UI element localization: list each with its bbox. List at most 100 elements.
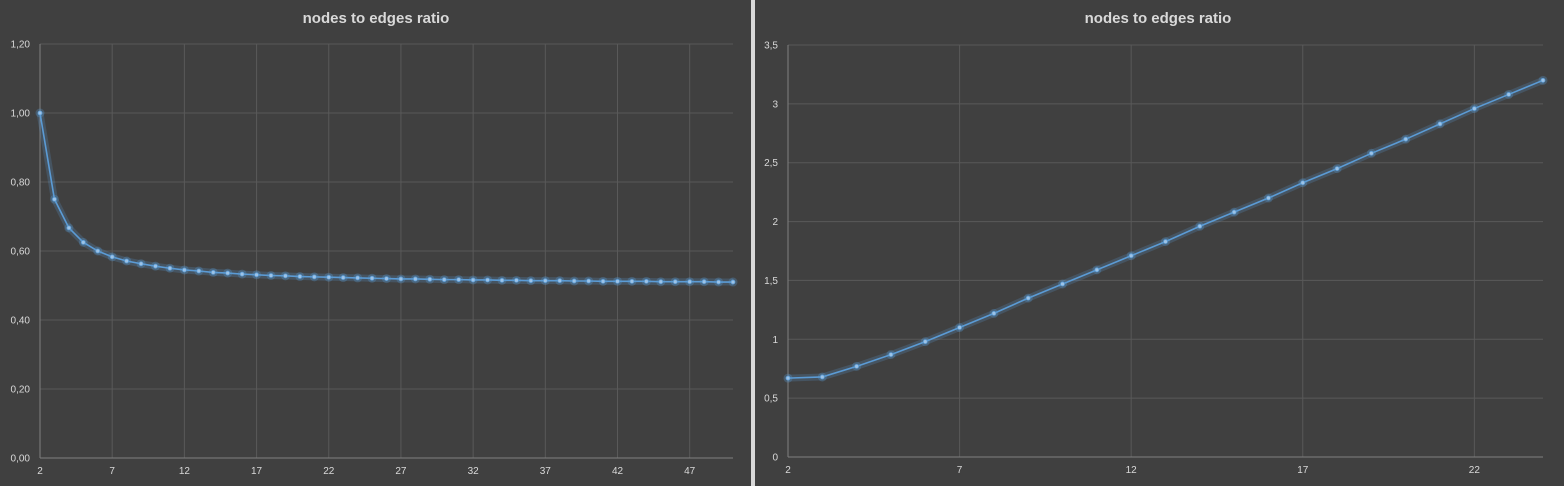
data-point xyxy=(485,277,490,283)
data-point xyxy=(600,278,606,284)
data-point xyxy=(109,254,115,260)
chart-title: nodes to edges ratio xyxy=(1085,10,1232,27)
y-tick-label: 0,5 xyxy=(764,394,778,405)
data-point xyxy=(629,278,635,284)
data-point xyxy=(398,276,404,282)
data-point xyxy=(427,276,433,282)
data-point xyxy=(499,277,505,283)
x-tick-label: 2 xyxy=(785,465,791,476)
data-point xyxy=(456,277,462,283)
x-tick-label: 22 xyxy=(323,466,335,477)
x-tick-label: 42 xyxy=(612,466,624,477)
data-point xyxy=(730,279,736,285)
data-point xyxy=(1437,121,1443,127)
data-point xyxy=(254,272,259,278)
y-tick-label: 1,00 xyxy=(11,109,31,120)
x-tick-label: 32 xyxy=(468,466,480,477)
x-tick-label: 22 xyxy=(1469,465,1481,476)
data-point xyxy=(283,273,288,279)
x-tick-label: 27 xyxy=(395,466,407,477)
data-point xyxy=(311,274,317,280)
data-point xyxy=(470,277,476,283)
y-tick-label: 1 xyxy=(772,335,778,346)
data-point xyxy=(66,225,72,231)
data-point xyxy=(672,279,678,285)
data-point xyxy=(1506,92,1512,97)
data-point xyxy=(1060,281,1065,287)
series-line xyxy=(39,112,733,283)
data-point xyxy=(1369,150,1374,156)
data-point xyxy=(181,267,187,273)
data-point xyxy=(138,261,144,267)
x-tick-label: 47 xyxy=(684,466,696,477)
y-tick-label: 1,20 xyxy=(11,40,31,51)
y-tick-label: 3,5 xyxy=(764,41,778,52)
data-point xyxy=(52,196,57,202)
y-tick-label: 0 xyxy=(772,453,778,464)
data-point xyxy=(1540,77,1546,83)
data-point xyxy=(1197,223,1203,229)
x-tick-label: 37 xyxy=(540,466,552,477)
data-point xyxy=(37,110,43,116)
data-point xyxy=(643,278,649,284)
data-point xyxy=(441,277,447,283)
data-point xyxy=(1266,195,1271,201)
data-point xyxy=(1128,253,1134,259)
y-tick-label: 1,5 xyxy=(764,276,778,287)
y-tick-label: 3 xyxy=(772,99,778,110)
data-point xyxy=(571,278,577,284)
data-point xyxy=(1231,209,1237,215)
x-tick-label: 17 xyxy=(251,466,263,477)
data-point xyxy=(369,275,375,281)
y-tick-label: 0,40 xyxy=(11,316,31,327)
y-tick-label: 0,80 xyxy=(11,178,31,189)
data-point xyxy=(854,363,860,369)
data-point xyxy=(1471,106,1477,111)
data-point xyxy=(1025,295,1031,301)
data-point xyxy=(355,275,361,281)
data-point xyxy=(991,310,997,316)
data-point xyxy=(412,276,418,282)
data-point xyxy=(957,325,962,330)
x-tick-label: 17 xyxy=(1297,465,1309,476)
data-point xyxy=(225,270,231,276)
y-tick-label: 2,5 xyxy=(764,158,778,169)
x-tick-label: 12 xyxy=(1126,465,1138,476)
data-point xyxy=(196,268,202,274)
data-point xyxy=(340,275,346,280)
data-point xyxy=(124,258,130,264)
data-point xyxy=(586,278,592,284)
data-point xyxy=(658,279,664,285)
data-point xyxy=(1094,267,1100,273)
data-point xyxy=(785,375,791,381)
y-tick-label: 2 xyxy=(772,217,778,228)
data-point xyxy=(922,339,928,345)
data-point xyxy=(542,278,548,284)
data-point xyxy=(326,274,332,280)
chart-title: nodes to edges ratio xyxy=(303,10,450,27)
data-point xyxy=(1300,180,1306,186)
data-point xyxy=(528,278,534,284)
x-tick-label: 2 xyxy=(37,466,43,477)
y-tick-label: 0,00 xyxy=(11,454,31,465)
data-point xyxy=(888,352,894,357)
data-point xyxy=(615,278,620,284)
data-point xyxy=(239,271,245,277)
x-tick-label: 7 xyxy=(109,466,115,477)
y-tick-label: 0,20 xyxy=(11,385,31,396)
x-tick-label: 12 xyxy=(179,466,191,477)
data-point xyxy=(701,279,707,285)
data-point xyxy=(167,265,173,271)
chart-panel-left: nodes to edges ratio 0,00 0,20 0,40 0,60 0,8… xyxy=(0,0,751,486)
data-point xyxy=(687,279,693,285)
y-tick-label: 0,60 xyxy=(11,247,31,258)
data-point xyxy=(514,277,519,283)
data-point xyxy=(95,248,101,254)
data-point xyxy=(819,374,825,380)
series-glow xyxy=(787,77,1545,382)
x-tick-label: 7 xyxy=(957,465,963,476)
data-point xyxy=(1403,136,1409,142)
series-glow xyxy=(36,112,733,286)
data-point xyxy=(268,273,274,278)
data-point xyxy=(153,263,158,269)
